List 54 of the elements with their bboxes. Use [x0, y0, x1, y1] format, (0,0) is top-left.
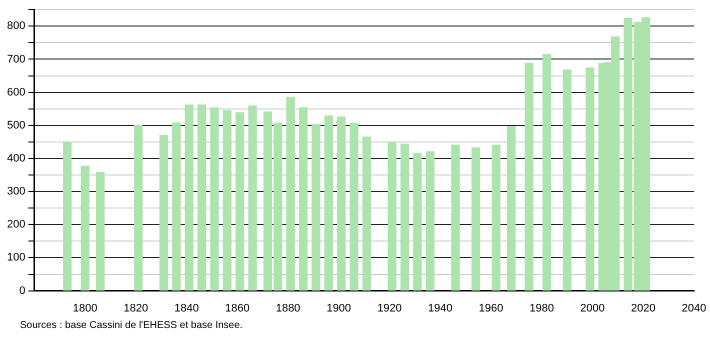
y-tick-label: 600: [6, 86, 26, 98]
x-tick-label: 1960: [478, 302, 504, 314]
bar: [388, 142, 396, 291]
y-tick-label: 200: [6, 218, 26, 231]
x-tick-label: 1980: [530, 302, 554, 314]
y-tick-label: 800: [6, 20, 26, 32]
bar: [324, 115, 333, 291]
bar: [350, 122, 358, 291]
bar: [159, 134, 168, 291]
x-tick-label: 1940: [428, 302, 453, 314]
bar: [184, 104, 194, 291]
bar: [471, 148, 480, 291]
x-tick-label: 1840: [174, 302, 199, 314]
bar: [197, 104, 206, 291]
y-tick-label: 400: [6, 152, 26, 164]
bar: [134, 125, 143, 291]
x-tick-label: 1800: [72, 302, 98, 314]
y-tick-label: 700: [6, 53, 26, 66]
y-tick-label: 500: [6, 119, 26, 132]
bar: [337, 116, 346, 291]
x-tick-label: 1900: [326, 302, 352, 314]
bar: [80, 166, 90, 291]
bar: [222, 110, 232, 291]
bar: [286, 96, 295, 291]
bar: [413, 153, 422, 291]
bar: [542, 54, 552, 291]
x-tick-label: 1920: [377, 302, 402, 314]
bar: [172, 122, 181, 291]
bar: [524, 62, 534, 291]
bar: [426, 151, 434, 291]
bar: [492, 144, 500, 291]
bar: [507, 126, 516, 291]
bar: [298, 107, 308, 291]
x-tick-label: 2040: [682, 302, 706, 314]
bar: [210, 107, 219, 291]
bar: [562, 69, 572, 291]
y-tick-label: 0: [19, 284, 26, 297]
bar: [451, 144, 460, 291]
y-tick-label: 300: [6, 186, 26, 198]
x-tick-label: 1860: [225, 302, 250, 314]
bar: [362, 136, 372, 291]
x-tick-label: 2000: [580, 302, 605, 314]
bar: [96, 172, 105, 291]
x-tick-label: 1880: [276, 302, 300, 314]
x-tick-label: 1820: [124, 302, 148, 314]
bar: [586, 67, 594, 291]
source-note: Sources : base Cassini de l'EHESS et base Insee.: [20, 320, 244, 331]
bar: [236, 112, 244, 291]
bar: [312, 124, 320, 291]
bar: [400, 144, 410, 291]
bar: [248, 106, 257, 291]
bar: [63, 142, 72, 291]
y-tick-label: 100: [6, 252, 26, 264]
x-tick-label: 2020: [631, 302, 656, 314]
